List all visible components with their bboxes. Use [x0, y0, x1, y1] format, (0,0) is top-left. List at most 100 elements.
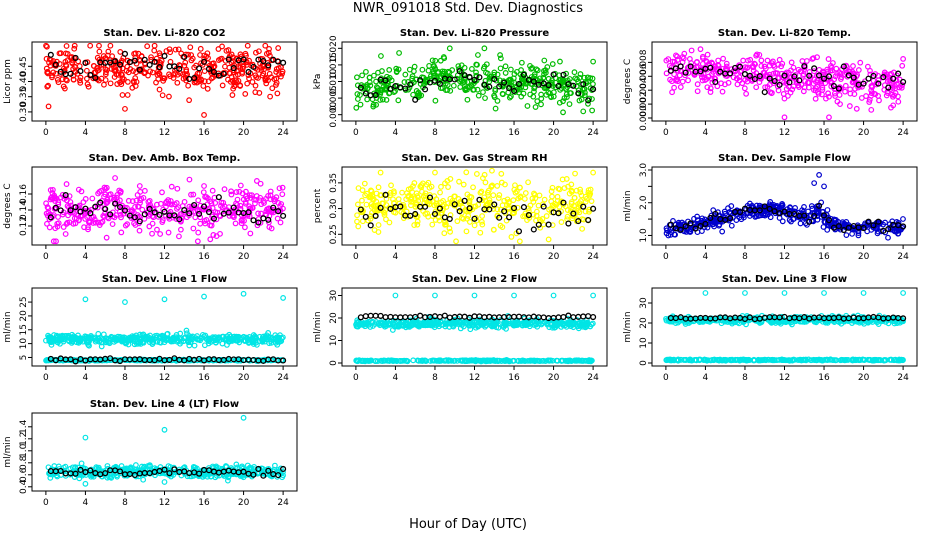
plot1-point: [201, 78, 208, 85]
plot3-mean-point: [840, 63, 847, 70]
plot1-point: [265, 77, 271, 84]
plot5-outlier-point: [545, 236, 552, 243]
plot5-point: [564, 213, 571, 220]
plot5-point: [429, 221, 436, 228]
plot2-ytick-label: 0.020: [329, 35, 339, 61]
plot8-outlier-point: [550, 292, 557, 299]
plot3-mean-point: [880, 74, 887, 81]
plot3-point: [868, 90, 875, 97]
plot5-mean-point: [575, 218, 582, 225]
plot2-point: [354, 74, 360, 81]
plot2-mean-point: [431, 77, 439, 84]
plot5-point: [489, 182, 496, 189]
plot4-point: [237, 182, 244, 189]
plot1-point: [77, 79, 84, 86]
plot2-point: [419, 66, 426, 73]
plot1-point: [199, 62, 206, 68]
plot3-mean-point: [811, 65, 818, 72]
plot1-point: [55, 79, 62, 86]
plot1-point: [215, 57, 222, 63]
plot3-point: [694, 59, 700, 65]
plot2-point: [359, 72, 366, 79]
plot2-point: [401, 79, 408, 85]
plot3-point: [788, 59, 795, 66]
plot5-mean-point: [461, 197, 468, 204]
plot6-point: [885, 234, 891, 241]
plot3-point: [829, 60, 836, 66]
plot6-point: [797, 220, 804, 227]
plot9-xtick-label: 20: [858, 373, 870, 383]
plot2-point: [393, 65, 400, 72]
plot2-point: [430, 68, 437, 74]
plot5-outlier-point: [432, 169, 438, 176]
plot2-point: [357, 101, 364, 108]
plot1-point: [273, 82, 279, 88]
plot3-point: [673, 76, 680, 83]
plot8-outlier-point: [511, 292, 517, 299]
plot1-mean-point: [67, 70, 74, 77]
plot2-point: [544, 64, 551, 70]
plot1-point: [96, 42, 102, 49]
plot3-point: [691, 72, 698, 78]
plot3-point: [815, 90, 822, 97]
plot4-point: [167, 208, 174, 215]
plot4-point: [125, 197, 132, 204]
plot9-frame: [651, 287, 918, 367]
plot5-point: [549, 193, 555, 200]
plot3-point: [758, 57, 765, 64]
plot1-point: [240, 63, 247, 70]
plot5-point: [436, 217, 443, 224]
plot8-mean-point: [372, 312, 379, 319]
plot5-point: [549, 184, 556, 191]
plot8-mean-point: [362, 313, 369, 320]
plot3-point: [671, 71, 677, 78]
plot5-point: [516, 184, 523, 191]
plot1-point: [63, 43, 70, 49]
plot5-mean-point: [486, 206, 493, 213]
plot1-point: [54, 76, 61, 83]
plot3-point: [867, 67, 873, 74]
plot5-point: [473, 171, 480, 177]
plot6-outlier-point: [821, 183, 827, 190]
plot2-mean-point: [372, 92, 379, 99]
plot6-point: [694, 213, 701, 220]
plot3-mean-point: [736, 63, 744, 70]
plot9-ytick-label: 10: [639, 337, 649, 349]
plot4-mean-point: [52, 204, 59, 211]
plot3-mean-point: [756, 73, 763, 80]
plot4-point: [157, 231, 164, 237]
plot1-outlier-point: [201, 112, 207, 118]
plot3-point: [787, 89, 794, 96]
plot5-point: [419, 188, 425, 195]
plot2-mean-point: [357, 84, 364, 91]
plot2-mean-point: [565, 80, 572, 88]
plot6-ylabel: ml/min: [623, 190, 633, 221]
plot4-point: [190, 225, 197, 232]
plot1-mean-point: [270, 56, 277, 63]
plot2-outlier-point: [580, 108, 587, 115]
plot3-point: [769, 89, 775, 96]
plot1-point: [107, 42, 114, 49]
plot1-point: [101, 81, 107, 88]
plot2-point: [471, 80, 477, 86]
plot2-mean-point: [486, 83, 493, 90]
plot4-point: [163, 198, 170, 205]
plot4-point: [159, 217, 166, 224]
plot4-point: [46, 224, 53, 231]
plot5-mean-point: [585, 216, 592, 224]
plot5-point: [422, 211, 429, 217]
plot2-mean-point: [515, 80, 523, 88]
plot1-point: [222, 57, 229, 64]
plot2-point: [480, 65, 487, 72]
plot4-point: [128, 207, 135, 214]
plot4-outlier-point: [112, 175, 118, 181]
plot1-mean-point: [181, 53, 188, 61]
plot3-point: [685, 77, 691, 84]
plot3-point: [846, 68, 853, 75]
plot3-point: [703, 59, 710, 65]
plot9-xtick-label: 0: [663, 373, 669, 383]
plot5-point: [541, 196, 548, 203]
plot1-point: [246, 57, 252, 64]
plot4-mean-point: [176, 216, 183, 223]
plot3-point: [712, 76, 719, 82]
